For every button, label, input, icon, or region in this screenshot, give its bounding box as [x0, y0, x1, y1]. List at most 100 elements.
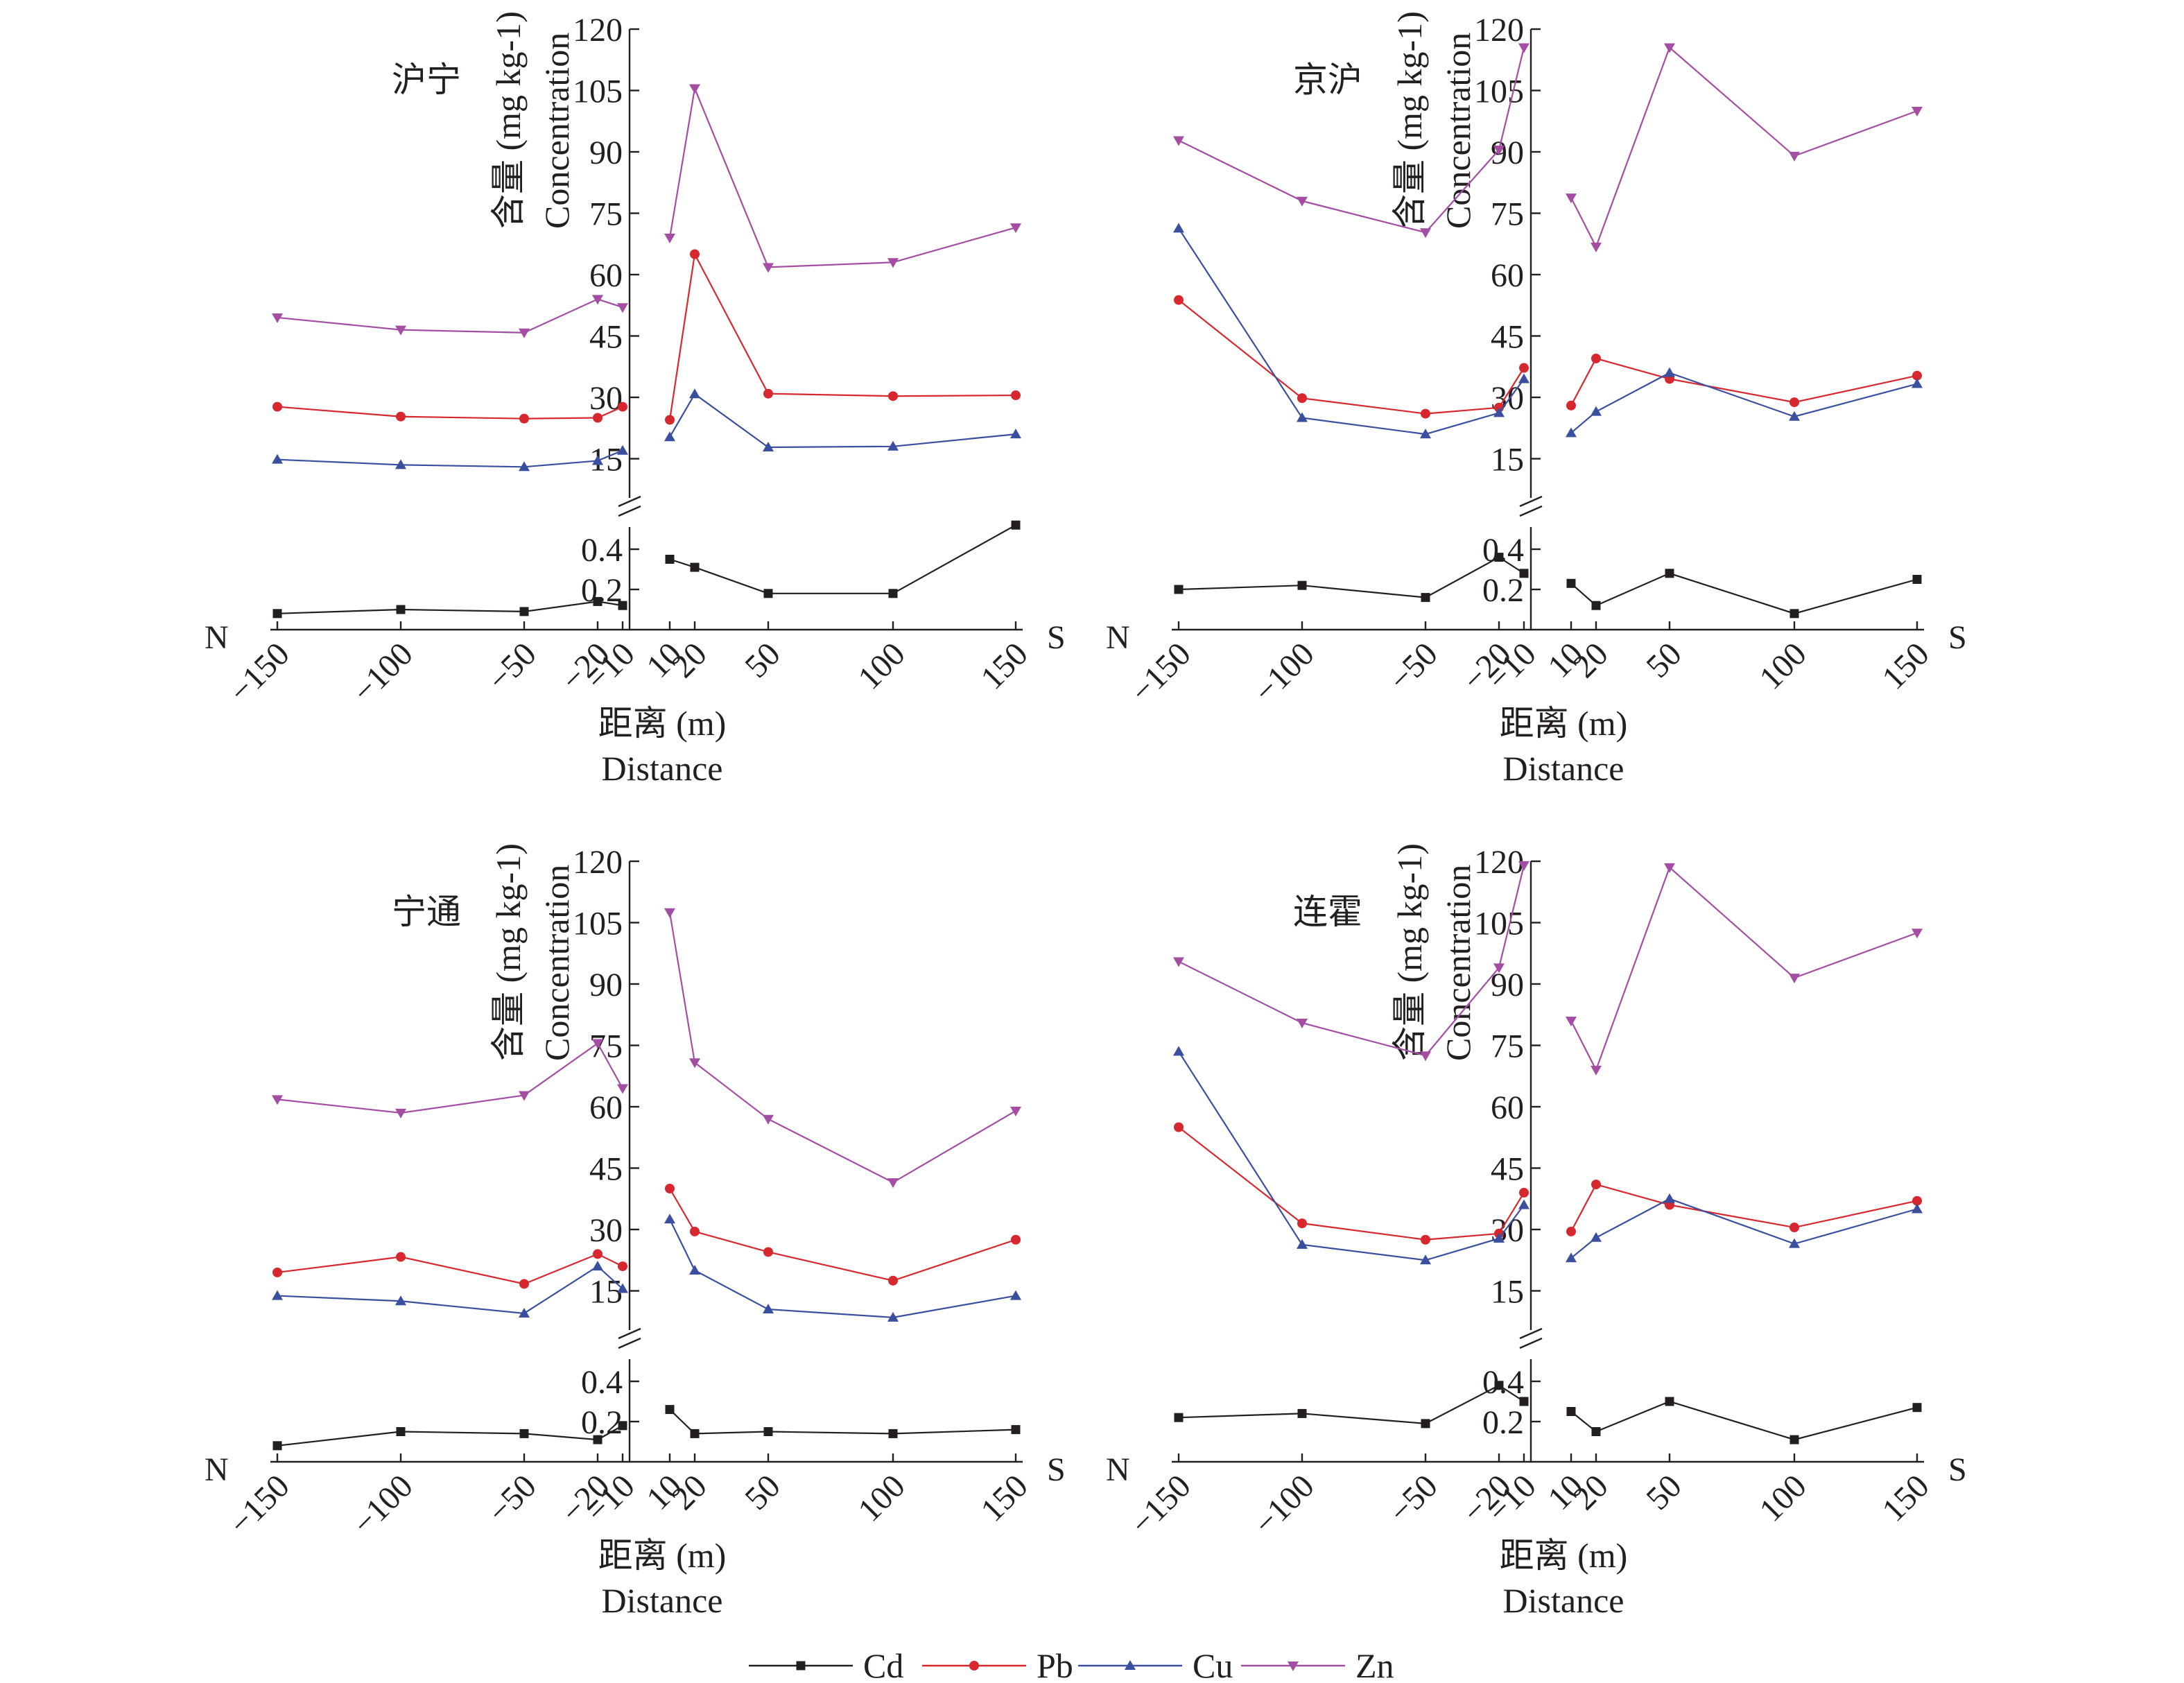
data-point-cd	[618, 601, 627, 610]
y-tick-label: 30	[589, 380, 623, 417]
data-point-cd	[1494, 1381, 1504, 1390]
data-point-pb	[1912, 370, 1922, 381]
data-point-pb	[763, 388, 773, 399]
y-axis-title: 含量 (mg kg-1)	[1390, 843, 1429, 1061]
panel-title: 宁通	[392, 892, 461, 931]
series-line-cd	[669, 1408, 1016, 1435]
data-point-cu	[1912, 378, 1923, 388]
data-point-cu	[1420, 1254, 1431, 1265]
data-point-cd	[1912, 1403, 1922, 1413]
data-point-cu	[763, 1304, 774, 1314]
data-point-zn	[272, 1095, 283, 1105]
y-tick-label: 0.4	[581, 1364, 623, 1401]
data-point-pb	[690, 1226, 700, 1236]
x-tick-label: −100	[1247, 635, 1321, 710]
x-tick-label: −100	[345, 635, 420, 710]
data-point-cd	[690, 562, 700, 572]
data-point-cu	[592, 1261, 603, 1271]
x-tick-label: −50	[480, 635, 544, 698]
y-tick-label: 60	[1491, 257, 1524, 294]
data-point-cu	[1173, 223, 1184, 233]
y-tick-label: 30	[589, 1212, 623, 1249]
data-point-pb	[1566, 1226, 1576, 1236]
legend-marker-pb	[969, 1661, 979, 1671]
data-point-cd	[1297, 1408, 1307, 1418]
x-tick-label: −150	[222, 1467, 297, 1542]
data-point-zn	[272, 313, 283, 323]
data-point-cu	[1789, 1238, 1800, 1248]
data-point-cu	[272, 454, 283, 464]
data-point-zn	[689, 84, 700, 94]
y-tick-label: 0.2	[581, 1404, 623, 1441]
axis-break-mark	[1519, 495, 1543, 508]
data-point-pb	[618, 1261, 627, 1272]
x-tick-label: 150	[973, 1467, 1034, 1528]
data-point-pb	[1174, 295, 1184, 305]
panel-title: 沪宁	[392, 60, 461, 99]
data-point-cd	[690, 1429, 700, 1438]
data-point-pb	[396, 1252, 406, 1262]
data-point-cd	[1421, 1419, 1430, 1429]
data-point-zn	[1789, 151, 1800, 162]
direction-north: N	[1106, 1451, 1130, 1488]
series-line-cd	[1570, 572, 1918, 614]
data-point-cu	[1493, 1232, 1505, 1243]
series-line-cu	[1570, 1198, 1918, 1259]
y-tick-label: 90	[589, 135, 623, 171]
data-point-cd	[593, 596, 603, 606]
axis-break-mark	[1519, 505, 1543, 517]
legend-label-pb: Pb	[1037, 1646, 1073, 1683]
data-point-cd	[1297, 580, 1307, 590]
y-axis-title-en: Concentration	[1439, 33, 1477, 229]
data-point-zn	[1566, 193, 1577, 204]
data-point-cu	[617, 445, 628, 455]
data-point-zn	[395, 1108, 406, 1119]
data-point-zn	[1297, 196, 1308, 207]
data-point-pb	[1789, 1223, 1799, 1233]
axis-break-mark	[618, 1337, 641, 1349]
data-point-pb	[665, 415, 675, 425]
x-axis-title: 距离 (m)	[1500, 1536, 1628, 1575]
data-point-zn	[1912, 107, 1923, 116]
data-point-cu	[592, 455, 603, 465]
y-tick-label: 15	[1491, 442, 1524, 478]
data-point-pb	[1789, 397, 1799, 408]
data-point-pb	[396, 411, 406, 422]
data-point-zn	[1664, 863, 1675, 873]
data-point-cu	[617, 1283, 628, 1293]
x-tick-label: −50	[1382, 635, 1445, 698]
legend-marker-cu	[1125, 1660, 1136, 1670]
y-tick-label: 45	[1491, 319, 1524, 356]
legend-marker-cd	[796, 1661, 806, 1671]
data-point-cu	[1420, 429, 1431, 439]
data-point-zn	[1518, 43, 1529, 53]
data-point-cu	[887, 440, 899, 451]
data-point-pb	[1174, 1122, 1184, 1132]
panel-title: 连霍	[1293, 892, 1362, 931]
legend-label-zn: Zn	[1355, 1646, 1394, 1683]
y-tick-label: 120	[573, 12, 623, 49]
data-point-cd	[1566, 1407, 1576, 1416]
data-point-zn	[1493, 963, 1505, 974]
data-point-cd	[272, 1441, 282, 1451]
x-tick-label: 50	[1639, 635, 1688, 684]
data-point-pb	[1566, 400, 1576, 411]
data-point-zn	[664, 908, 675, 918]
data-point-zn	[519, 1091, 530, 1101]
x-axis-title-en: Distance	[602, 749, 723, 788]
x-tick-label: −150	[222, 635, 297, 710]
data-point-pb	[763, 1247, 773, 1257]
data-point-cd	[618, 1421, 627, 1431]
y-tick-label: 0.2	[1482, 1404, 1524, 1441]
data-point-zn	[1420, 228, 1431, 239]
legend: Cd Pb Cu Zn	[749, 1646, 1394, 1683]
series-line-zn	[277, 298, 623, 334]
y-tick-label: 60	[1491, 1089, 1524, 1126]
data-point-zn	[1664, 43, 1675, 53]
data-point-pb	[690, 249, 700, 259]
data-point-cd	[888, 1429, 898, 1438]
data-point-cu	[272, 1290, 283, 1300]
data-point-pb	[519, 1279, 529, 1289]
